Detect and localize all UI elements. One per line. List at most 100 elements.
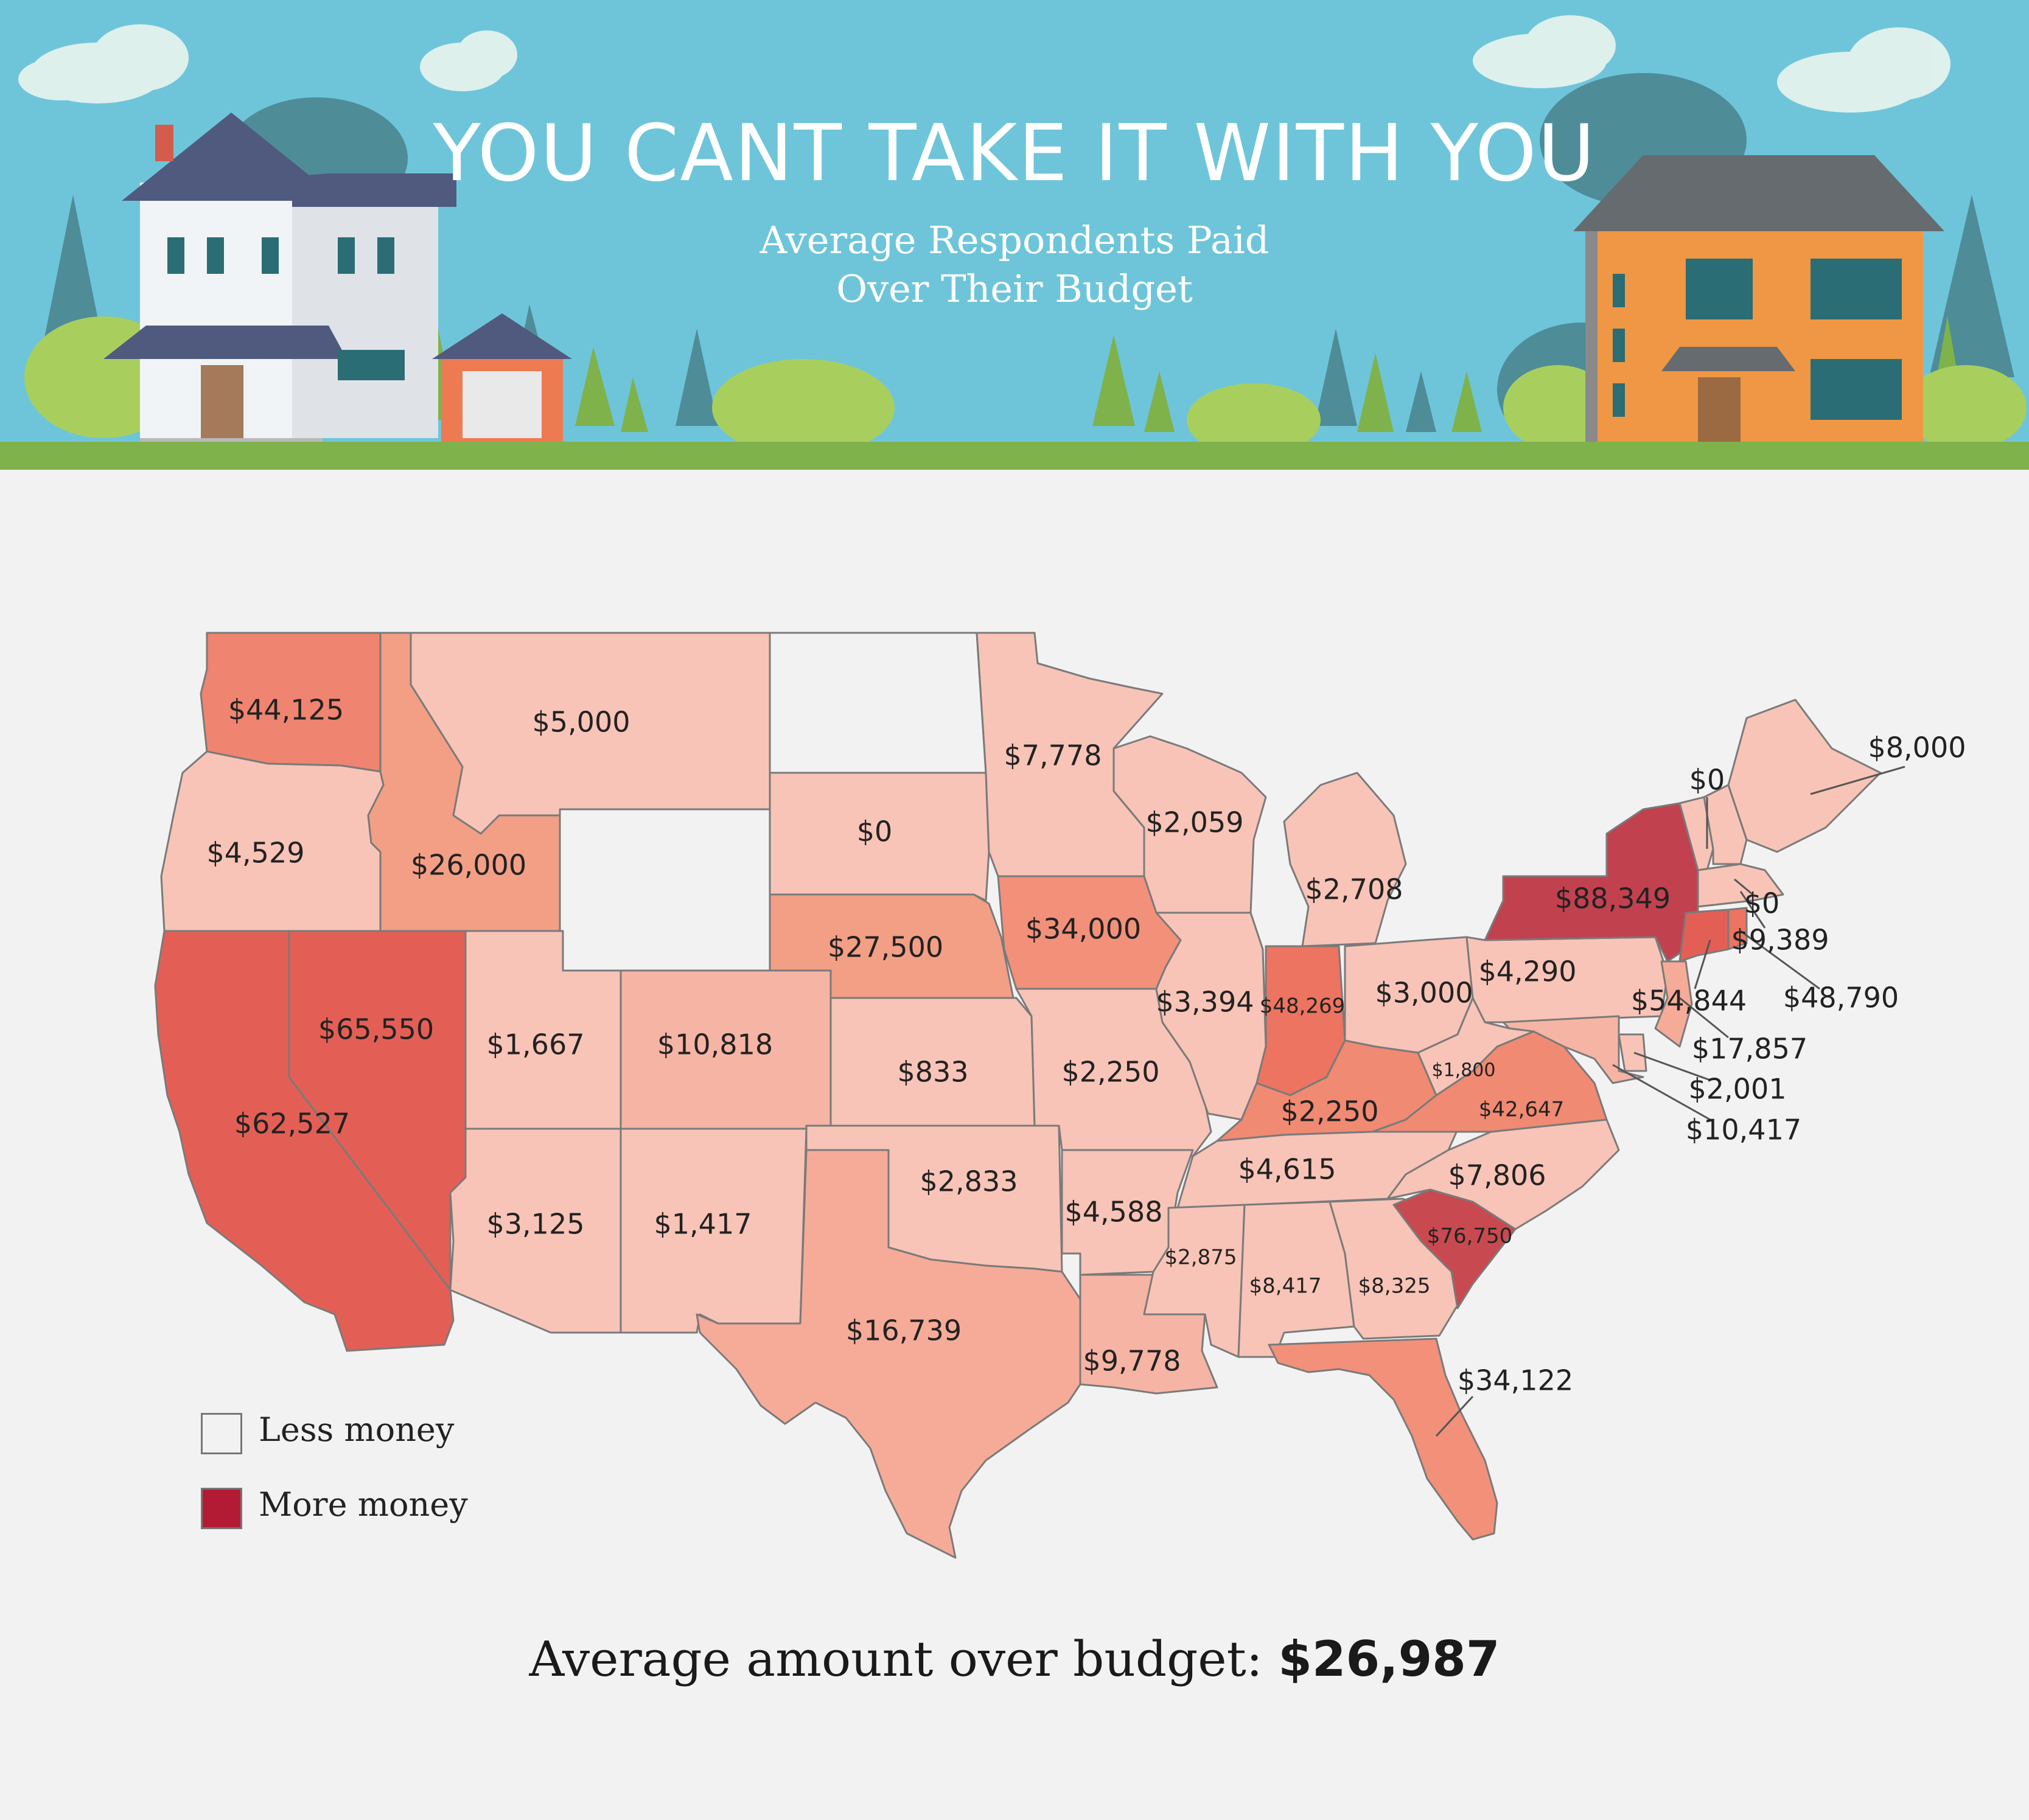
garage-illustration — [432, 313, 572, 444]
state-label-wi: $2,059 — [1146, 806, 1244, 839]
tree-icon — [1092, 335, 1135, 426]
footer-summary-value: $26,987 — [1278, 1631, 1500, 1687]
state-label-nm: $1,417 — [654, 1208, 752, 1241]
state-label-wa: $44,125 — [228, 694, 344, 727]
state-label-tx: $16,739 — [846, 1314, 962, 1347]
state-ri — [1727, 907, 1748, 950]
state-tx — [696, 1149, 1081, 1559]
tree-icon — [621, 377, 648, 432]
cloud-icon — [1473, 15, 1616, 88]
state-label-or: $4,529 — [207, 837, 305, 870]
page-subtitle-line-1: Average Respondents Paid — [760, 218, 1269, 262]
leader-line-nh — [1734, 878, 1753, 896]
leader-line-me — [1810, 765, 1905, 795]
leader-line-ct — [1694, 940, 1711, 989]
header-illustration — [18, 15, 2027, 465]
legend-swatch-more — [201, 1488, 242, 1529]
leader-line-md — [1612, 1064, 1711, 1121]
cloud-icon — [1777, 27, 1950, 113]
state-label-ct: $54,844 — [1631, 985, 1747, 1017]
state-de — [1618, 1033, 1647, 1072]
leader-line-nj — [1679, 997, 1729, 1039]
legend-label-more: More money — [259, 1485, 468, 1524]
state-label-vt: $0 — [1689, 764, 1725, 797]
state-label-ri: $48,790 — [1783, 981, 1899, 1014]
state-label-mo: $2,250 — [1062, 1056, 1160, 1089]
state-label-va: $42,647 — [1479, 1098, 1565, 1122]
state-label-ar: $4,588 — [1065, 1196, 1163, 1229]
state-label-ok: $2,833 — [920, 1165, 1018, 1198]
bush-icon — [1187, 383, 1321, 456]
state-fl — [1268, 1337, 1498, 1541]
state-mi — [1283, 772, 1407, 947]
state-label-md: $10,417 — [1686, 1114, 1801, 1146]
state-label-ms: $2,875 — [1165, 1246, 1237, 1270]
state-label-fl: $34,122 — [1458, 1364, 1573, 1397]
footer-summary: Average amount over budget: $26,987 — [0, 1631, 2029, 1687]
state-label-de: $2,001 — [1689, 1073, 1787, 1106]
state-label-al: $8,417 — [1249, 1274, 1322, 1299]
state-label-me: $8,000 — [1868, 731, 1966, 764]
state-label-ga: $8,325 — [1358, 1274, 1431, 1299]
tree-icon — [575, 347, 615, 426]
tree-icon — [1315, 329, 1357, 426]
state-label-mn: $7,778 — [1004, 739, 1102, 772]
state-wi — [1112, 735, 1267, 914]
tree-icon — [1144, 371, 1175, 432]
state-label-ne: $27,500 — [828, 931, 943, 964]
leader-line-ri — [1740, 930, 1820, 990]
state-label-nc: $7,806 — [1448, 1159, 1546, 1192]
state-ct — [1678, 908, 1730, 963]
tree-icon — [1451, 371, 1482, 432]
state-label-wv: $1,800 — [1432, 1060, 1496, 1081]
state-label-nh: $0 — [1744, 887, 1780, 920]
page-subtitle-line-2: Over Their Budget — [836, 267, 1193, 311]
state-label-in: $48,269 — [1260, 994, 1346, 1019]
tree-icon — [676, 329, 718, 426]
state-label-ut: $1,667 — [487, 1028, 585, 1061]
state-label-mt: $5,000 — [533, 706, 630, 739]
cloud-icon — [18, 24, 189, 103]
legend-label-less: Less money — [259, 1410, 455, 1449]
state-il — [1155, 912, 1267, 1121]
state-nj — [1654, 960, 1693, 1048]
state-label-az: $3,125 — [487, 1208, 585, 1241]
state-me — [1727, 699, 1882, 853]
state-vt — [1678, 796, 1714, 871]
ground-strip — [0, 442, 2029, 470]
tree-icon — [1406, 371, 1436, 432]
state-nc — [1386, 1118, 1620, 1230]
white-house-illustration — [103, 113, 456, 456]
state-label-nv: $65,550 — [318, 1013, 434, 1046]
tree-icon — [1357, 353, 1394, 432]
footer-summary-label: Average amount over budget: — [529, 1631, 1279, 1687]
state-label-nj: $17,857 — [1692, 1033, 1807, 1065]
state-label-oh: $3,000 — [1375, 977, 1473, 1009]
leader-line-fl — [1435, 1395, 1474, 1437]
tree-icon — [1929, 195, 2014, 377]
leader-line-de — [1633, 1051, 1711, 1081]
state-label-tn: $4,615 — [1238, 1153, 1336, 1186]
header-banner: YOU CANT TAKE IT WITH YOU Average Respon… — [0, 0, 2029, 470]
state-label-id: $26,000 — [411, 849, 526, 882]
state-label-ia: $34,000 — [1025, 913, 1141, 946]
state-label-ky: $2,250 — [1281, 1095, 1379, 1128]
state-nd — [769, 632, 987, 774]
state-label-pa: $4,290 — [1479, 955, 1577, 988]
state-md — [1502, 1015, 1644, 1084]
state-shapes — [154, 632, 1882, 1559]
state-label-sd: $0 — [857, 815, 893, 848]
state-label-co: $10,818 — [657, 1028, 773, 1061]
cloud-icon — [420, 30, 517, 91]
state-label-ny: $88,349 — [1555, 882, 1671, 915]
state-label-la: $9,778 — [1083, 1345, 1181, 1378]
state-label-mi: $2,708 — [1305, 873, 1403, 906]
leader-line-ma — [1739, 891, 1766, 929]
state-value-labels: $44,125 $4,529 $62,527 $65,550 $26,000 $5,000… — [207, 694, 1966, 1397]
bush-icon — [712, 359, 895, 456]
label-leader-lines — [1435, 765, 1905, 1437]
orange-house-illustration — [1573, 155, 1944, 465]
bush-icon — [1905, 365, 2027, 450]
state-label-il: $3,394 — [1156, 986, 1254, 1019]
